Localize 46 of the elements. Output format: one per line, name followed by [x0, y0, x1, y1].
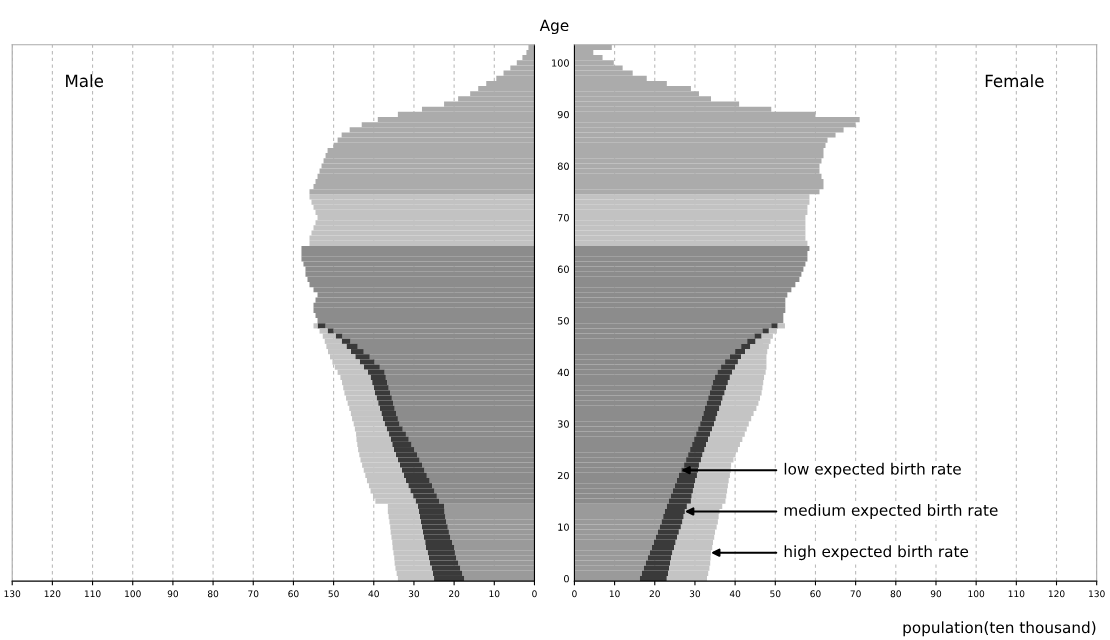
y-tick-label: 0 — [564, 575, 569, 583]
x-tick-label: 10 — [609, 590, 620, 598]
y-tick-label: 30 — [557, 420, 569, 428]
y-tick-label: 60 — [557, 265, 569, 273]
x-tick-label: 30 — [408, 590, 420, 598]
x-tick-label: 70 — [850, 590, 861, 598]
x-axis-title: population(ten thousand) — [903, 621, 1096, 637]
x-tick-label: 120 — [1048, 590, 1065, 598]
y-tick-label: 50 — [557, 317, 569, 325]
y-tick-label: 90 — [557, 110, 569, 119]
x-tick-label: 120 — [44, 590, 61, 598]
annotation: medium expected birth rate — [784, 504, 998, 519]
x-tick-label: 20 — [649, 590, 660, 598]
x-tick-label: 110 — [84, 590, 101, 598]
x-tick-label: 0 — [572, 590, 577, 598]
annotation: high expected birth rate — [784, 545, 969, 561]
x-tick-label: 60 — [288, 590, 299, 598]
x-tick-label: 90 — [167, 590, 179, 598]
x-tick-label: 0 — [532, 590, 537, 598]
x-tick-label: 80 — [890, 590, 901, 598]
x-tick-label: 70 — [248, 590, 259, 598]
x-tick-label: 50 — [770, 590, 781, 598]
x-tick-label: 40 — [729, 590, 741, 598]
x-tick-label: 80 — [207, 590, 219, 598]
x-tick-label: 30 — [689, 590, 701, 598]
x-tick-label: 60 — [810, 590, 821, 598]
x-tick-label: 50 — [328, 590, 339, 598]
y-tick-label: 10 — [558, 523, 569, 531]
x-tick-label: 100 — [968, 590, 985, 598]
x-tick-label: 130 — [1089, 590, 1105, 598]
y-tick-label: 70 — [557, 214, 569, 222]
x-tick-label: 10 — [489, 590, 500, 598]
x-tick-label: 40 — [368, 590, 379, 598]
annotation: Male — [66, 74, 104, 88]
x-tick-label: 130 — [4, 590, 21, 598]
x-tick-label: 110 — [1008, 590, 1025, 598]
y-tick-label: 20 — [557, 471, 569, 480]
y-tick-label: 100 — [552, 59, 569, 67]
y-tick-label: 40 — [557, 368, 569, 377]
y-axis-title: Age — [539, 19, 569, 35]
annotation: low expected birth rate — [784, 462, 961, 478]
x-tick-label: 90 — [930, 590, 942, 598]
x-tick-label: 20 — [449, 590, 460, 598]
annotation: Female — [985, 74, 1044, 88]
y-tick-label: 80 — [557, 162, 569, 170]
x-tick-label: 100 — [125, 590, 141, 598]
